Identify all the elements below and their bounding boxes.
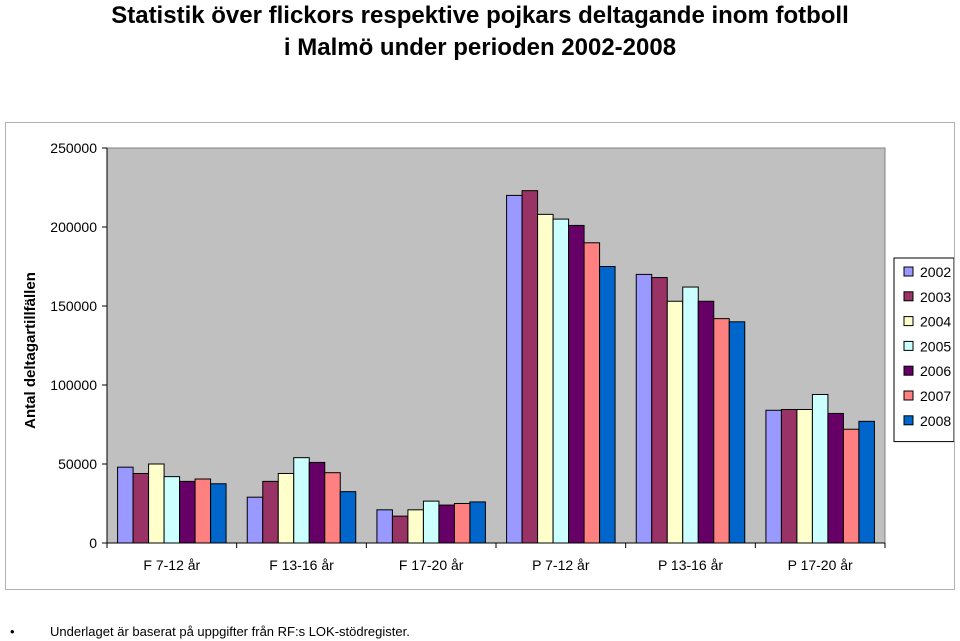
bar xyxy=(117,466,134,544)
chart-title-line2: i Malmö under perioden 2002-2008 xyxy=(283,34,677,61)
bar xyxy=(811,393,829,544)
legend-swatch xyxy=(903,390,914,401)
footnote-text: Underlaget är baserat på uppgifter från … xyxy=(50,624,410,639)
bar xyxy=(599,266,616,544)
chart-title: Statistik över flickors respektive pojka… xyxy=(40,0,920,64)
chart-title-line1: Statistik över flickors respektive pojka… xyxy=(111,2,849,29)
x-category-label: P 17-20 år xyxy=(788,557,853,573)
legend-swatch xyxy=(903,316,914,327)
legend-swatch xyxy=(903,291,914,302)
x-category-label: F 7-12 år xyxy=(143,557,200,573)
y-tick-label: 200000 xyxy=(50,219,97,235)
legend-swatch xyxy=(903,266,914,277)
bar xyxy=(376,509,393,544)
bar xyxy=(827,412,844,544)
legend-label: 2004 xyxy=(920,314,951,330)
bar xyxy=(858,420,875,544)
bar xyxy=(537,213,554,544)
y-tick-label: 100000 xyxy=(50,377,97,393)
x-category-label: F 17-20 år xyxy=(399,557,464,573)
footnote-bullet: • xyxy=(10,624,15,639)
legend-swatch xyxy=(903,365,914,376)
bar xyxy=(246,496,264,544)
legend-swatch xyxy=(903,340,914,351)
bar xyxy=(713,318,730,544)
x-category-label: P 7-12 år xyxy=(532,557,590,573)
bar xyxy=(521,190,539,544)
bar xyxy=(308,461,326,544)
legend-swatch xyxy=(903,415,914,426)
bar xyxy=(407,509,424,544)
bar xyxy=(293,457,310,544)
bar xyxy=(469,501,486,544)
bar xyxy=(728,321,746,544)
legend-label: 2002 xyxy=(920,264,951,280)
legend-label: 2008 xyxy=(920,413,951,429)
bar xyxy=(842,428,860,544)
bar xyxy=(194,478,212,544)
chart-area: 0 50000 100000 150000 200000 250000 Antal delt… xyxy=(5,122,955,590)
bar xyxy=(391,515,409,544)
y-tick-label: 50000 xyxy=(58,456,97,472)
legend-label: 2007 xyxy=(920,388,951,404)
y-tick-label: 150000 xyxy=(50,298,97,314)
footnote: • Underlaget är baserat på uppgifter från… xyxy=(10,624,410,639)
bar xyxy=(682,286,699,544)
bar xyxy=(506,194,523,544)
bar xyxy=(765,409,782,544)
x-category-label: F 13-16 år xyxy=(269,557,334,573)
y-tick-label: 250000 xyxy=(50,140,97,156)
bar xyxy=(210,483,227,544)
x-category-label: P 13-16 år xyxy=(658,557,723,573)
bar xyxy=(453,503,471,544)
bar xyxy=(163,476,181,544)
bar xyxy=(422,500,440,544)
bar xyxy=(132,472,150,544)
bar xyxy=(666,300,684,544)
legend-label: 2006 xyxy=(920,363,951,379)
bar xyxy=(552,218,570,544)
bar xyxy=(262,480,279,544)
bar xyxy=(796,408,813,544)
bar xyxy=(324,472,341,544)
bar xyxy=(179,480,196,544)
bar xyxy=(780,408,798,544)
bar xyxy=(438,504,455,544)
y-tick-label: 0 xyxy=(89,535,97,551)
bar xyxy=(339,491,357,544)
y-axis-label: Antal deltagartillfällen xyxy=(22,272,39,429)
bar xyxy=(635,273,653,544)
legend-label: 2003 xyxy=(920,289,951,305)
plot-background xyxy=(106,147,886,544)
bar xyxy=(697,300,715,544)
bar xyxy=(651,277,668,544)
bar xyxy=(568,224,585,544)
legend-label: 2005 xyxy=(920,338,951,354)
bar xyxy=(277,472,295,544)
bar-chart: 0 50000 100000 150000 200000 250000 Antal delt… xyxy=(22,140,954,573)
bar xyxy=(148,463,165,544)
bar xyxy=(583,242,601,544)
